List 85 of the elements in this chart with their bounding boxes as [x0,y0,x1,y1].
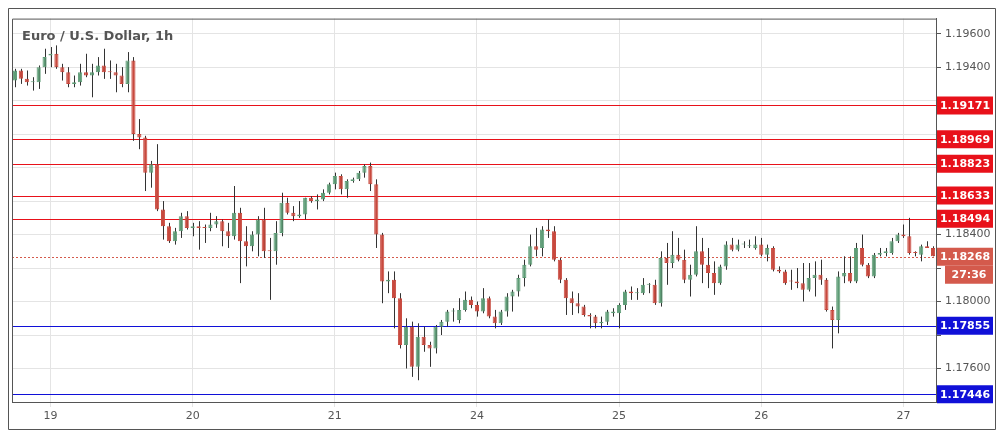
candlestick [528,234,533,267]
candlestick [717,264,722,286]
candlestick [622,289,628,311]
candlestick [403,317,408,370]
candlestick [540,225,545,257]
candlestick [54,44,59,70]
candlestick [101,48,106,80]
candlestick [36,64,41,90]
candlestick [160,200,166,241]
candlestick [830,306,835,349]
candlestick [516,274,521,298]
candlestick [243,225,249,267]
candlestick [457,297,462,324]
candlestick [338,173,343,195]
candlestick [682,249,687,284]
candlestick [273,220,278,266]
candlestick [255,215,260,257]
ref-line-label: 1.18633 [939,188,991,202]
candlestick [575,292,580,314]
candlestick [676,237,681,262]
text: 27:36 [951,268,987,282]
ref-line-label: 1.18969 [939,132,991,146]
candlestick [113,63,118,93]
candlestick [522,259,527,287]
candlestick [557,257,562,284]
candlestick [433,324,438,354]
candlestick [818,259,823,286]
ref-line-label: 1.18494 [939,212,991,226]
candlestick [699,237,705,284]
candlestick [510,289,515,313]
ref-line-label: 1.18823 [939,157,991,171]
x-tick-label: 25 [612,409,627,423]
candlestick [220,219,225,247]
y-tick-label: 1.17600 [945,361,991,375]
y-tick-label: 1.18000 [945,294,991,308]
candlestick [486,296,491,319]
candlestick [694,225,699,277]
candlestick [806,262,811,292]
ref-line-label: 1.17855 [939,319,991,333]
text: Euro / U.S. Dollar, 1h [22,27,174,43]
candlestick [232,185,237,241]
candlestick [480,287,485,314]
candlestick [504,292,509,318]
candlestick [711,260,716,296]
candlestick [463,291,468,313]
candlestick [83,53,89,78]
candlestick [89,63,95,98]
candlestick [166,222,172,244]
x-tick-label: 21 [327,409,342,423]
candlestick [125,51,130,93]
ref-line-label: 1.17446 [939,387,991,401]
candlestick [759,237,764,257]
y-tick-label: 1.19600 [945,26,991,40]
candlestick [95,56,100,77]
candlestick [391,270,397,329]
candlestick [226,222,231,249]
candlestick [569,291,574,316]
ref-line-label: 1.18268 [939,250,991,264]
y-tick-label: 1.19400 [945,60,991,74]
candlestick [652,279,657,306]
candlestick [723,240,728,271]
candlestick [149,160,154,189]
candlestick [771,245,776,272]
candlestick [688,264,693,298]
x-tick-label: 24 [469,409,484,423]
candlestick [800,262,805,303]
candlestick [178,212,183,239]
candlestick [664,242,669,286]
ref-line-label: 1.19171 [939,98,991,112]
x-tick-label: 26 [754,409,769,423]
candlestick [78,63,83,87]
candlestick [534,227,539,257]
candlestick [66,66,71,88]
candlestick [859,234,865,267]
x-tick-label: 20 [185,409,200,423]
candlestick [368,162,373,192]
candlestick [42,48,47,75]
y-tick-label: 1.18400 [945,227,991,241]
x-tick-label: 27 [896,409,911,423]
candlestick [12,68,18,88]
candlestick [907,217,912,256]
x-tick-label: 19 [43,409,58,423]
candlestick [563,277,568,316]
candlestick [871,252,876,279]
candlestick [184,210,189,231]
